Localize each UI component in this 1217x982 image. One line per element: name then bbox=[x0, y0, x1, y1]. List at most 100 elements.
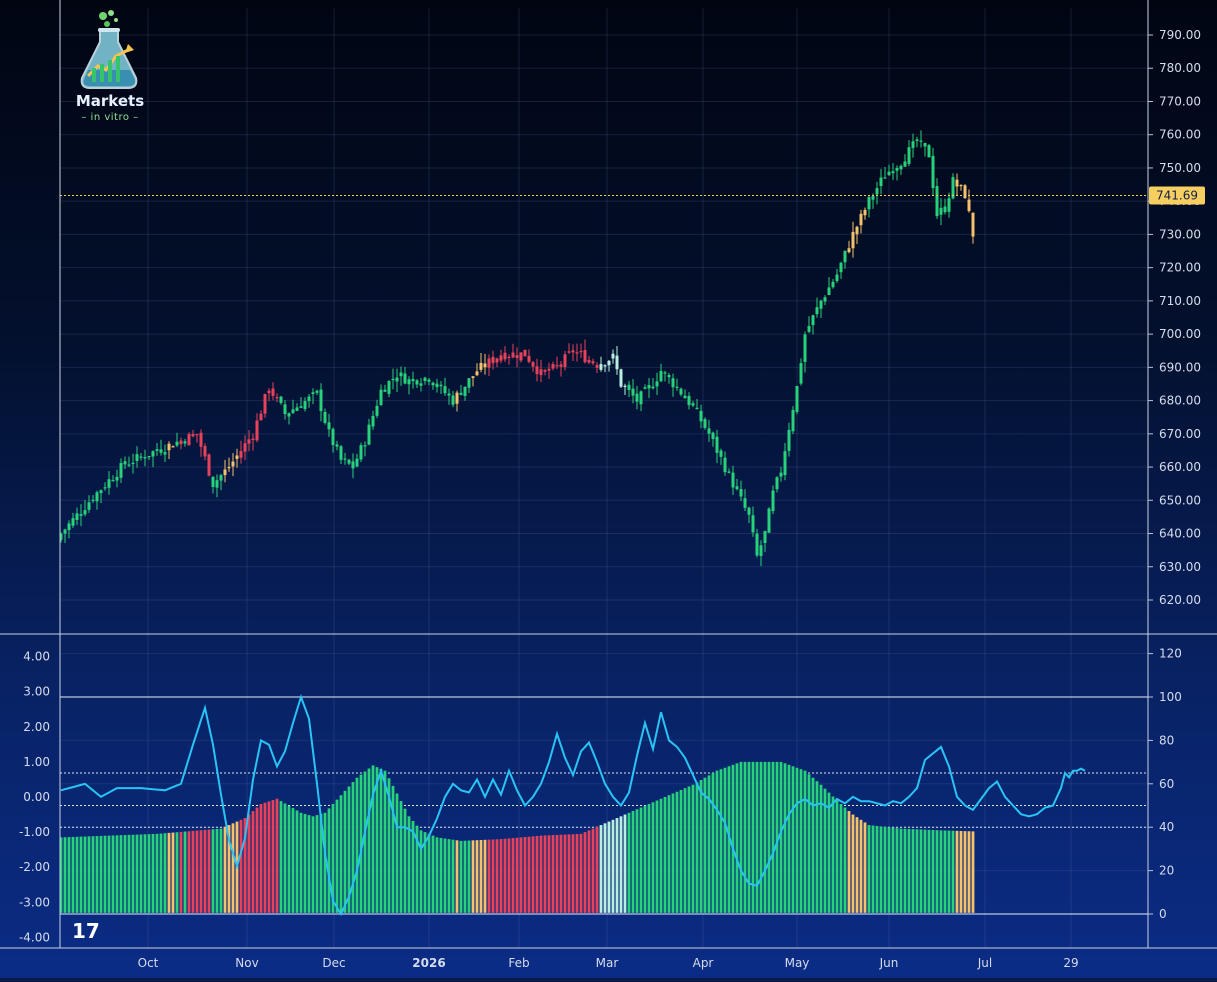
candle-body bbox=[531, 362, 535, 367]
price-tick-label: 630.00 bbox=[1159, 560, 1201, 574]
candle-body bbox=[103, 487, 107, 489]
histogram-bar bbox=[931, 829, 935, 913]
candle-body bbox=[659, 370, 663, 382]
candle-body bbox=[351, 461, 355, 469]
histogram-bar bbox=[367, 768, 371, 913]
candle-body bbox=[75, 513, 79, 520]
candle-body bbox=[587, 359, 591, 363]
candle-body bbox=[311, 392, 315, 395]
candle-body bbox=[371, 415, 375, 427]
candle-body bbox=[139, 456, 143, 458]
candle-body bbox=[771, 490, 775, 512]
candle-body bbox=[115, 476, 119, 481]
candle-body bbox=[655, 381, 659, 387]
histogram-bar bbox=[103, 835, 107, 913]
histogram-bar bbox=[955, 830, 959, 913]
histogram-bar bbox=[559, 834, 563, 913]
candle-layer bbox=[59, 130, 975, 566]
candle-body bbox=[455, 392, 459, 404]
histogram-bar bbox=[207, 829, 211, 913]
candle-body bbox=[791, 410, 795, 432]
histogram-bar bbox=[751, 761, 755, 913]
candle-body bbox=[671, 378, 675, 388]
candle-body bbox=[931, 155, 935, 189]
price-tick-label: 720.00 bbox=[1159, 261, 1201, 275]
candle-body bbox=[343, 458, 347, 460]
candle-body bbox=[131, 462, 135, 465]
candle-body bbox=[823, 297, 827, 302]
histogram-bar bbox=[947, 830, 951, 913]
histogram-bar bbox=[215, 828, 219, 913]
histogram-bar bbox=[119, 835, 123, 913]
candle-body bbox=[571, 350, 575, 353]
histogram-bar bbox=[815, 781, 819, 913]
histogram-bar bbox=[831, 796, 835, 913]
candle-body bbox=[99, 490, 103, 494]
candle-body bbox=[267, 390, 271, 394]
histogram-bar bbox=[651, 802, 655, 913]
histogram-bar bbox=[511, 838, 515, 913]
histogram-bar bbox=[379, 768, 383, 913]
candle-body bbox=[227, 467, 231, 469]
histogram-bar bbox=[99, 835, 103, 913]
histogram-bar bbox=[567, 834, 571, 913]
histogram-bar bbox=[695, 782, 699, 913]
candle-body bbox=[819, 300, 823, 309]
oscillator-line bbox=[60, 693, 1086, 917]
histogram-bar bbox=[471, 840, 475, 913]
candle-body bbox=[255, 420, 259, 441]
histogram-bar bbox=[503, 838, 507, 913]
candle-body bbox=[127, 464, 131, 466]
candle-body bbox=[747, 507, 751, 515]
histogram-bar bbox=[575, 834, 579, 913]
tradingview-logo[interactable]: 17 bbox=[72, 919, 100, 943]
histogram-bar bbox=[439, 837, 443, 913]
candle-body bbox=[91, 499, 95, 502]
histogram-bar bbox=[619, 816, 623, 913]
candle-body bbox=[363, 445, 367, 447]
histogram-bar bbox=[359, 774, 363, 913]
histogram-bar bbox=[75, 836, 79, 913]
histogram-bar bbox=[115, 835, 119, 913]
candle-body bbox=[143, 457, 147, 459]
histogram-bar bbox=[847, 811, 851, 913]
osc-right-tick-label: 80 bbox=[1159, 733, 1174, 747]
histogram-bar bbox=[879, 826, 883, 913]
histogram-bar bbox=[463, 840, 467, 913]
histogram-bar bbox=[275, 798, 279, 913]
candle-body bbox=[855, 226, 859, 235]
candle-body bbox=[355, 458, 359, 467]
price-tick-label: 670.00 bbox=[1159, 427, 1201, 441]
histogram-bar bbox=[59, 837, 63, 913]
histogram-bar bbox=[915, 829, 919, 913]
histogram-bar bbox=[239, 819, 243, 913]
candle-body bbox=[431, 382, 435, 386]
candle-body bbox=[411, 378, 415, 382]
histogram-bar bbox=[263, 802, 267, 913]
histogram-bar bbox=[475, 840, 479, 913]
candle-body bbox=[519, 352, 523, 361]
histogram-bar bbox=[339, 795, 343, 913]
candle-body bbox=[379, 389, 383, 405]
candle-body bbox=[943, 206, 947, 213]
histogram-bar bbox=[967, 831, 971, 913]
histogram-bar bbox=[699, 780, 703, 913]
candle-body bbox=[683, 395, 687, 399]
candle-body bbox=[175, 441, 179, 446]
histogram-bar bbox=[411, 820, 415, 913]
candle-body bbox=[591, 361, 595, 364]
histogram-bar bbox=[175, 832, 179, 913]
candle-body bbox=[527, 355, 531, 362]
histogram-bar bbox=[595, 826, 599, 913]
candle-body bbox=[707, 428, 711, 434]
candle-body bbox=[579, 350, 583, 353]
histogram-bar bbox=[819, 784, 823, 913]
candle-body bbox=[539, 369, 543, 376]
candle-body bbox=[523, 349, 527, 357]
candle-body bbox=[967, 199, 971, 212]
candle-body bbox=[191, 434, 195, 437]
histogram-bar bbox=[835, 800, 839, 913]
candle-body bbox=[427, 379, 431, 382]
histogram-bar bbox=[431, 835, 435, 913]
